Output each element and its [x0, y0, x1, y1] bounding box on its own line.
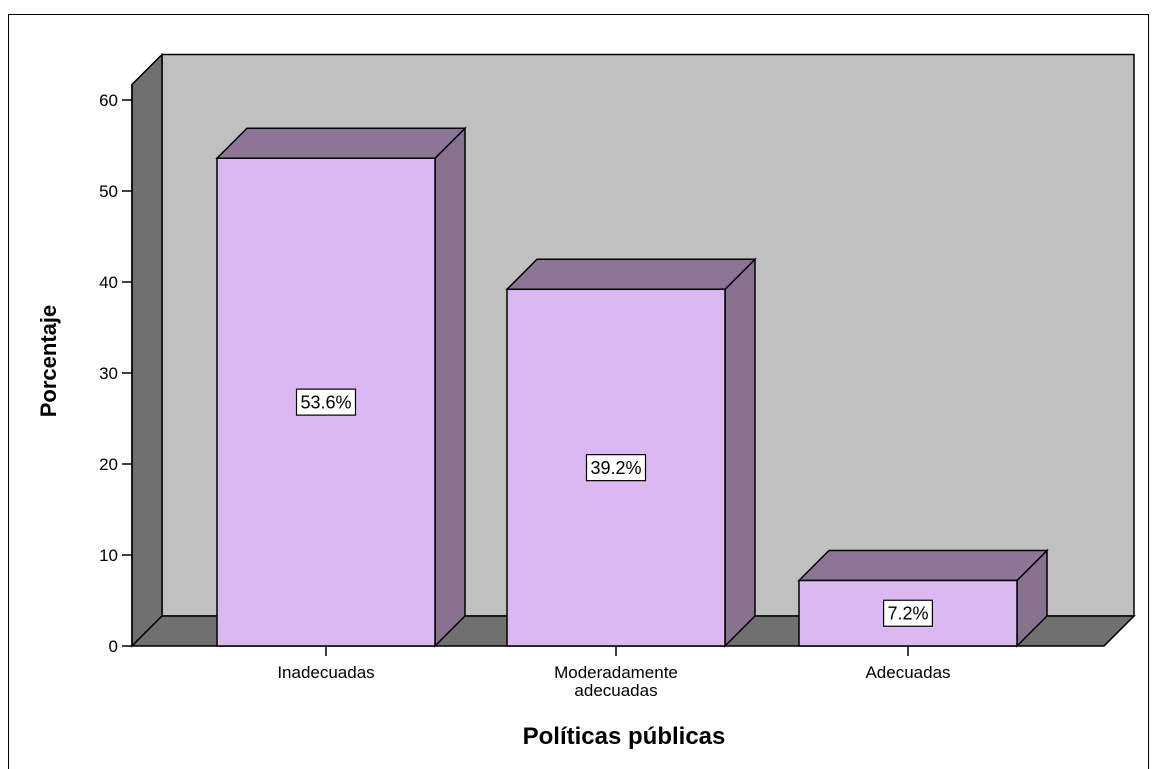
y-tick-label: 60: [99, 91, 118, 110]
category-label: Inadecuadas: [277, 663, 374, 682]
data-label: 7.2%: [887, 604, 928, 624]
category-label: Adecuadas: [865, 663, 950, 682]
category-label: adecuadas: [574, 681, 657, 700]
bar-side: [724, 257, 756, 648]
y-tick-label: 0: [109, 637, 118, 656]
y-tick-label: 30: [99, 364, 118, 383]
data-label-box: [295, 388, 357, 416]
y-tick-label: 20: [99, 455, 118, 474]
data-label-box: [882, 599, 933, 627]
y-tick-label: 10: [99, 546, 118, 565]
data-label: 39.2%: [590, 458, 641, 478]
side-wall: [131, 52, 163, 648]
category-label: Moderadamente: [554, 663, 678, 682]
bar-side: [434, 126, 466, 648]
y-tick-label: 40: [99, 273, 118, 292]
chart-frame: [8, 14, 1149, 769]
data-label-box: [585, 454, 647, 482]
y-axis-title: Porcentaje: [36, 305, 61, 418]
x-axis-title: Políticas públicas: [523, 723, 726, 750]
y-tick-label: 50: [99, 182, 118, 201]
bar-top: [505, 258, 757, 291]
data-label: 53.6%: [300, 393, 351, 413]
bar-top: [215, 127, 467, 159]
bar-top: [797, 549, 1049, 582]
